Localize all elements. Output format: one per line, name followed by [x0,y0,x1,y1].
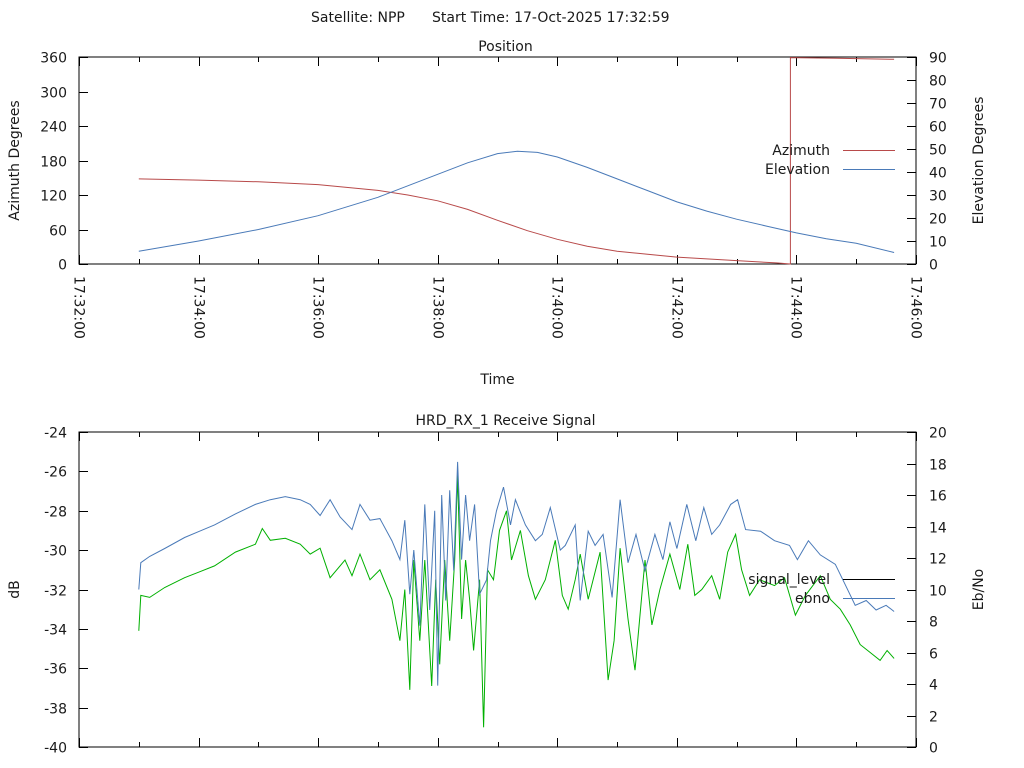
y-tick-label: 180 [40,155,67,171]
y2-tick-label: 90 [929,51,947,67]
y-tick-label: 60 [49,224,67,240]
y2-tick-label: 20 [929,426,947,442]
legend-label: signal_level [748,572,830,588]
y2-tick-label: 8 [929,615,938,631]
y-tick-label: 300 [40,86,67,102]
receive-signal-chart: HRD_RX_1 Receive Signal -40 -38 -36 -34 -32 -3… [7,413,987,757]
plot-frame [78,431,917,748]
y2-tick-label: 16 [929,489,947,505]
y2-axis-label: Eb/No [971,569,987,611]
series-line-azimuth [138,57,895,265]
x-tick-label: 17:46:00 [908,276,924,339]
legend-label: Azimuth [772,143,830,159]
y2-tick-label: 70 [929,97,947,113]
legend-label: ebno [795,591,830,607]
y-tick-label: 120 [40,189,67,205]
y2-tick-label: 18 [929,458,947,474]
legend-label: Elevation [765,162,830,178]
y2-tick-label: 20 [929,212,947,228]
y2-tick-label: 60 [929,120,947,136]
y2-tick-label: 6 [929,647,938,663]
y2-tick-label: 14 [929,521,947,537]
y2-axis-label: Elevation Degrees [971,97,987,225]
y2-tick-label: 12 [929,552,947,568]
y-tick-label: -28 [44,505,67,521]
y-tick-label: -26 [44,465,67,481]
plot-frame [78,56,917,265]
y-axis-label: dB [7,580,23,599]
satellite-label: Satellite: NPP [311,10,405,26]
chart-title: HRD_RX_1 Receive Signal [416,413,596,429]
y-tick-label: -38 [44,702,67,718]
y2-tick-label: 0 [929,741,938,757]
y2-tick-label: 2 [929,710,938,726]
x-tick-label: 17:36:00 [310,276,326,339]
x-tick-label: 17:42:00 [669,276,685,339]
x-tick-label: 17:34:00 [191,276,207,339]
series-line-signal_level [138,475,895,728]
y-tick-label: 0 [58,258,67,274]
start-time-label: Start Time: 17-Oct-2025 17:32:59 [432,10,670,26]
x-tick-label: 17:32:00 [71,276,87,339]
y2-tick-label: 40 [929,166,947,182]
y2-tick-label: 10 [929,235,947,251]
y2-tick-label: 0 [929,258,938,274]
y2-tick-label: 80 [929,74,947,90]
y-tick-label: -32 [44,584,67,600]
x-tick-label: 17:40:00 [549,276,565,339]
position-chart: Position 17:32:00 17:34:00 17:36:00 17:38:00… [7,39,987,388]
x-tick-label: 17:38:00 [430,276,446,339]
y2-tick-label: 10 [929,584,947,600]
y2-tick-label: 50 [929,143,947,159]
series-line-elevation [138,150,895,253]
x-tick-label: 17:44:00 [788,276,804,339]
y-tick-label: 360 [40,51,67,67]
y2-tick-label: 30 [929,189,947,205]
y-tick-label: -24 [44,426,67,442]
y-tick-label: 240 [40,120,67,136]
y-tick-label: -30 [44,544,67,560]
chart-title: Position [478,39,533,55]
x-axis-label: Time [479,372,514,388]
y2-tick-label: 4 [929,678,938,694]
y-tick-label: -36 [44,662,67,678]
series-line-ebno [138,461,895,686]
y-tick-label: -40 [44,741,67,757]
y-axis-label: Azimuth Degrees [7,100,23,220]
y-tick-label: -34 [44,623,67,639]
